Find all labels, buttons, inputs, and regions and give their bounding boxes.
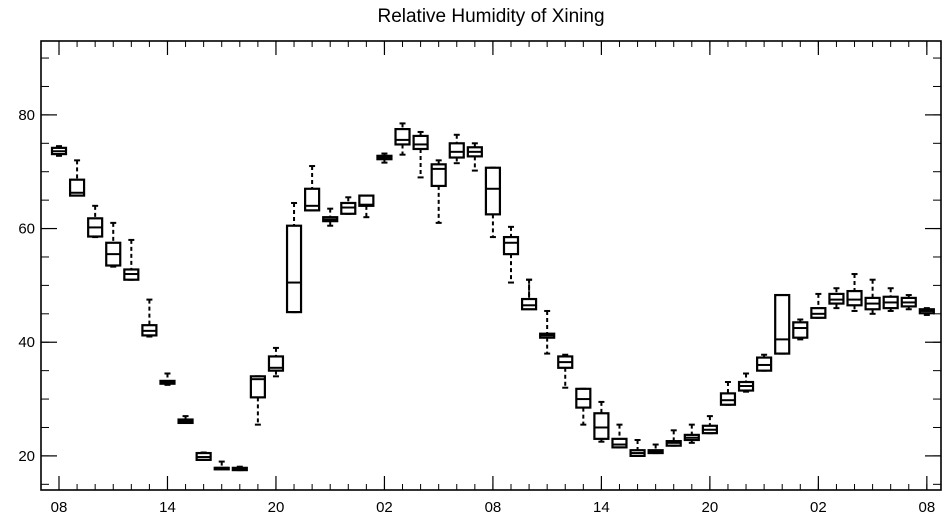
y-tick-label: 20 (18, 448, 35, 465)
box (105, 221, 122, 268)
box (864, 278, 881, 315)
box (756, 353, 773, 372)
box (231, 465, 248, 472)
box (484, 166, 502, 239)
iqr-box (448, 142, 465, 159)
box (828, 287, 845, 310)
box (575, 387, 592, 426)
box (520, 278, 538, 311)
iqr-box (774, 293, 791, 355)
box (68, 159, 86, 197)
iqr-box (792, 321, 809, 339)
box (177, 415, 194, 425)
box (539, 309, 556, 355)
box (195, 451, 212, 461)
iqr-box (502, 235, 520, 256)
x-tick-label: 14 (593, 499, 610, 516)
y-axis-labels: 20 40 60 80 (18, 107, 35, 465)
x-tick-label: 20 (702, 499, 719, 516)
box (557, 353, 574, 389)
box (358, 194, 375, 219)
box (50, 145, 68, 157)
box (87, 204, 104, 239)
iqr-box (611, 437, 628, 449)
y-tick-label: 60 (18, 221, 35, 238)
iqr-box (249, 375, 266, 399)
x-tick-label: 02 (810, 499, 827, 516)
major-ticks (41, 41, 941, 490)
x-tick-label: 02 (376, 499, 393, 516)
box (394, 122, 411, 156)
box (900, 294, 917, 311)
chart-title: Relative Humidity of Xining (377, 6, 604, 27)
iqr-box (593, 412, 610, 440)
box (322, 207, 339, 227)
box (304, 165, 321, 212)
iqr-box (394, 127, 411, 146)
box (412, 130, 429, 179)
iqr-box (430, 163, 447, 188)
box (123, 238, 140, 281)
box (629, 438, 646, 457)
x-tick-label: 08 (485, 499, 502, 516)
box (611, 423, 628, 449)
box (683, 423, 700, 444)
box (466, 142, 483, 172)
box-series (50, 122, 935, 472)
box (376, 152, 393, 164)
box (792, 318, 809, 341)
box (918, 307, 935, 316)
x-axis-labels: 08 14 20 02 08 14 20 02 08 (51, 499, 936, 516)
box (810, 292, 827, 319)
minor-ticks (41, 41, 941, 490)
box (846, 273, 863, 312)
x-tick-label: 08 (918, 499, 935, 516)
box (430, 159, 447, 224)
iqr-box (68, 178, 86, 197)
box (141, 298, 158, 338)
iqr-box (520, 297, 538, 311)
iqr-box (358, 194, 375, 207)
y-tick-label: 40 (18, 334, 35, 351)
box (719, 381, 737, 406)
box (448, 133, 465, 165)
box (882, 287, 899, 312)
box (774, 293, 791, 355)
box (593, 400, 610, 443)
box (340, 196, 357, 215)
plot-frame (40, 40, 942, 491)
box (502, 225, 520, 284)
y-tick-label: 80 (18, 107, 35, 124)
box (701, 415, 718, 435)
x-tick-label: 20 (268, 499, 285, 516)
box (665, 429, 682, 447)
box (647, 443, 664, 455)
box (737, 372, 755, 393)
iqr-box (846, 289, 863, 307)
box (159, 372, 176, 386)
x-tick-label: 14 (159, 499, 176, 516)
iqr-box (719, 392, 737, 406)
box (249, 375, 266, 426)
box (213, 460, 230, 471)
x-tick-label: 08 (51, 499, 68, 516)
iqr-box (412, 134, 429, 151)
iqr-box (484, 166, 502, 216)
iqr-box (304, 187, 321, 212)
box (285, 201, 303, 314)
iqr-box (285, 224, 303, 314)
box (267, 346, 285, 378)
